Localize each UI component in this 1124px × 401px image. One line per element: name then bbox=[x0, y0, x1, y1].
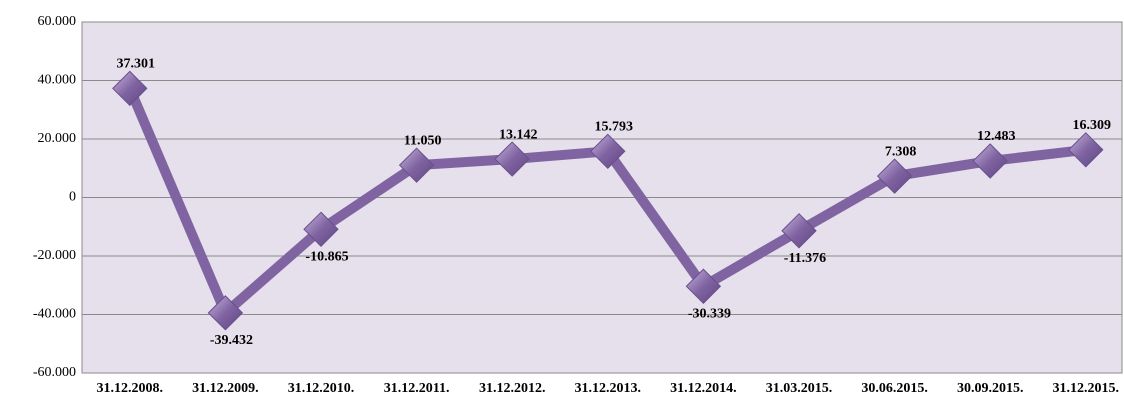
data-point bbox=[112, 70, 148, 107]
data-label: 7.308 bbox=[885, 144, 917, 159]
data-label: -11.376 bbox=[784, 251, 826, 266]
y-tick-label: 40.000 bbox=[38, 73, 77, 88]
data-label: -30.339 bbox=[688, 306, 731, 321]
x-tick-label: 31.12.2009. bbox=[192, 381, 259, 396]
data-point bbox=[398, 147, 435, 183]
data-point bbox=[972, 143, 1008, 179]
x-tick-label: 30.09.2015. bbox=[957, 381, 1024, 396]
y-tick-label: -20.000 bbox=[33, 248, 76, 263]
x-tick-label: 31.12.2014. bbox=[670, 381, 737, 396]
data-label: 12.483 bbox=[977, 129, 1016, 144]
data-point bbox=[590, 133, 626, 170]
data-point bbox=[1068, 132, 1104, 168]
data-point bbox=[207, 295, 244, 331]
data-point bbox=[494, 141, 530, 177]
data-point bbox=[685, 268, 722, 304]
data-point bbox=[303, 211, 339, 247]
data-label: 13.142 bbox=[499, 127, 538, 142]
x-tick-label: 31.12.2012. bbox=[479, 381, 546, 396]
data-label: 11.050 bbox=[404, 133, 442, 148]
y-tick-label: 0 bbox=[69, 190, 76, 205]
data-point bbox=[781, 213, 817, 249]
y-tick-label: 60.000 bbox=[38, 14, 77, 29]
data-label: -10.865 bbox=[305, 249, 348, 264]
data-point bbox=[876, 158, 913, 194]
data-label: 16.309 bbox=[1073, 118, 1112, 133]
data-label: 37.301 bbox=[117, 57, 156, 72]
y-tick-label: -60.000 bbox=[33, 365, 76, 380]
x-tick-label: 31.12.2008. bbox=[97, 381, 164, 396]
y-tick-label: -40.000 bbox=[33, 307, 76, 322]
data-label: 15.793 bbox=[595, 120, 634, 135]
y-tick-label: 20.000 bbox=[38, 131, 77, 146]
x-tick-label: 31.12.2015. bbox=[1053, 381, 1120, 396]
x-tick-label: 31.12.2010. bbox=[288, 381, 355, 396]
x-tick-label: 30.06.2015. bbox=[861, 381, 928, 396]
data-label: -39.432 bbox=[210, 333, 253, 348]
x-tick-label: 31.12.2013. bbox=[575, 381, 642, 396]
x-tick-label: 31.12.2011. bbox=[384, 381, 450, 396]
x-tick-label: 31.03.2015. bbox=[766, 381, 833, 396]
